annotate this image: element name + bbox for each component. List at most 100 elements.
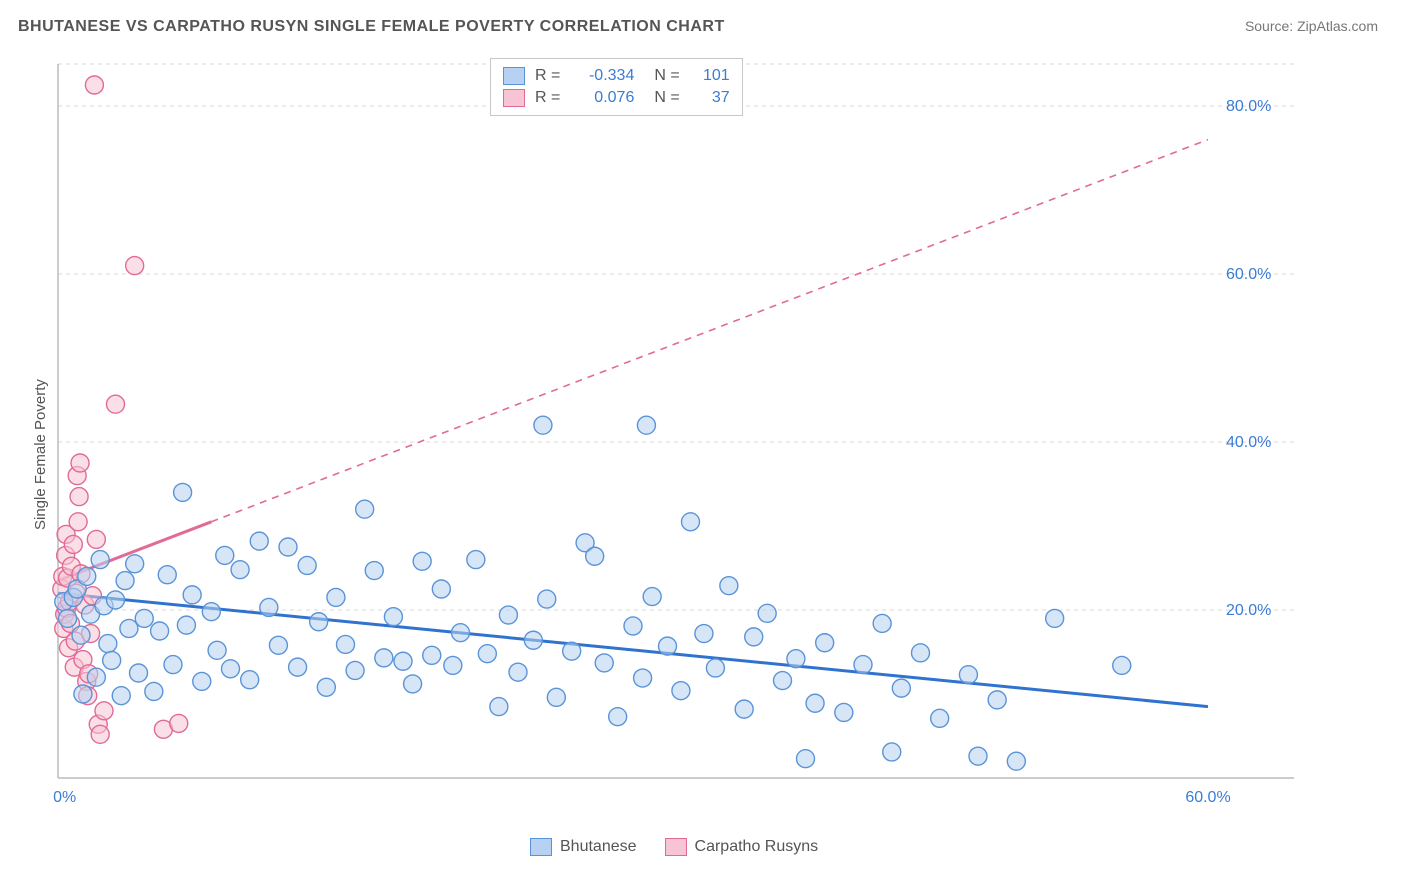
scatter-plot: 0.0%60.0%20.0%40.0%60.0%80.0%: [52, 50, 1298, 808]
point-bhutanese: [547, 688, 565, 706]
point-bhutanese: [99, 635, 117, 653]
point-bhutanese: [158, 566, 176, 584]
series-legend: Bhutanese Carpatho Rusyns: [530, 838, 818, 856]
point-bhutanese: [854, 656, 872, 674]
point-bhutanese: [478, 645, 496, 663]
point-bhutanese: [672, 682, 690, 700]
point-bhutanese: [499, 606, 517, 624]
point-bhutanese: [260, 598, 278, 616]
point-bhutanese: [231, 561, 249, 579]
point-bhutanese: [222, 660, 240, 678]
point-bhutanese: [509, 663, 527, 681]
point-bhutanese: [659, 637, 677, 655]
point-bhutanese: [637, 416, 655, 434]
point-carpatho: [69, 513, 87, 531]
point-bhutanese: [774, 672, 792, 690]
legend-swatch: [530, 838, 552, 856]
point-bhutanese: [467, 551, 485, 569]
point-bhutanese: [758, 604, 776, 622]
point-carpatho: [64, 535, 82, 553]
point-bhutanese: [806, 694, 824, 712]
point-bhutanese: [337, 635, 355, 653]
legend-swatch: [503, 89, 525, 107]
point-bhutanese: [423, 646, 441, 664]
point-bhutanese: [816, 634, 834, 652]
point-bhutanese: [695, 625, 713, 643]
point-carpatho: [107, 395, 125, 413]
point-bhutanese: [534, 416, 552, 434]
point-bhutanese: [375, 649, 393, 667]
point-bhutanese: [595, 654, 613, 672]
point-bhutanese: [241, 671, 259, 689]
point-carpatho: [95, 702, 113, 720]
point-bhutanese: [202, 603, 220, 621]
point-bhutanese: [103, 651, 121, 669]
stats-legend: R =-0.334N =101R =0.076N =37: [490, 58, 743, 116]
point-bhutanese: [346, 661, 364, 679]
legend-r-value: 0.076: [570, 87, 634, 109]
point-bhutanese: [107, 591, 125, 609]
point-bhutanese: [735, 700, 753, 718]
point-bhutanese: [120, 619, 138, 637]
point-carpatho: [91, 725, 109, 743]
point-bhutanese: [250, 532, 268, 550]
legend-n-label: N =: [654, 87, 679, 109]
legend-r-label: R =: [535, 87, 560, 109]
point-bhutanese: [959, 666, 977, 684]
point-bhutanese: [404, 675, 422, 693]
point-bhutanese: [682, 513, 700, 531]
legend-swatch: [503, 67, 525, 85]
point-bhutanese: [327, 588, 345, 606]
point-bhutanese: [394, 652, 412, 670]
series-legend-label: Carpatho Rusyns: [695, 838, 819, 856]
point-bhutanese: [183, 586, 201, 604]
point-bhutanese: [298, 556, 316, 574]
point-bhutanese: [78, 567, 96, 585]
point-bhutanese: [384, 608, 402, 626]
trend-carpatho-dashed: [211, 140, 1208, 522]
point-bhutanese: [969, 747, 987, 765]
point-bhutanese: [706, 659, 724, 677]
point-bhutanese: [586, 547, 604, 565]
point-bhutanese: [317, 678, 335, 696]
point-bhutanese: [87, 668, 105, 686]
point-carpatho: [85, 76, 103, 94]
legend-n-value: 37: [690, 87, 730, 109]
point-bhutanese: [624, 617, 642, 635]
point-bhutanese: [912, 644, 930, 662]
point-bhutanese: [289, 658, 307, 676]
y-tick-label: 80.0%: [1226, 98, 1271, 115]
stats-legend-row: R = 0.076 N = 37: [503, 87, 730, 109]
point-bhutanese: [413, 552, 431, 570]
point-bhutanese: [151, 622, 169, 640]
point-carpatho: [71, 454, 89, 472]
point-bhutanese: [91, 551, 109, 569]
point-bhutanese: [174, 483, 192, 501]
point-bhutanese: [835, 703, 853, 721]
point-bhutanese: [1113, 656, 1131, 674]
point-bhutanese: [797, 750, 815, 768]
point-bhutanese: [356, 500, 374, 518]
point-bhutanese: [931, 709, 949, 727]
series-legend-label: Bhutanese: [560, 838, 637, 856]
series-legend-item: Carpatho Rusyns: [665, 838, 819, 856]
point-bhutanese: [126, 555, 144, 573]
y-tick-label: 60.0%: [1226, 266, 1271, 283]
point-carpatho: [126, 257, 144, 275]
point-bhutanese: [563, 642, 581, 660]
point-bhutanese: [72, 626, 90, 644]
point-bhutanese: [164, 656, 182, 674]
point-bhutanese: [643, 588, 661, 606]
source-label: Source: ZipAtlas.com: [1245, 18, 1378, 34]
point-bhutanese: [634, 669, 652, 687]
series-legend-item: Bhutanese: [530, 838, 637, 856]
legend-r-label: R =: [535, 65, 560, 87]
point-bhutanese: [74, 685, 92, 703]
point-bhutanese: [1046, 609, 1064, 627]
point-carpatho: [70, 488, 88, 506]
point-bhutanese: [1007, 752, 1025, 770]
point-bhutanese: [524, 631, 542, 649]
legend-swatch: [665, 838, 687, 856]
legend-n-label: N =: [654, 65, 679, 87]
point-bhutanese: [59, 609, 77, 627]
